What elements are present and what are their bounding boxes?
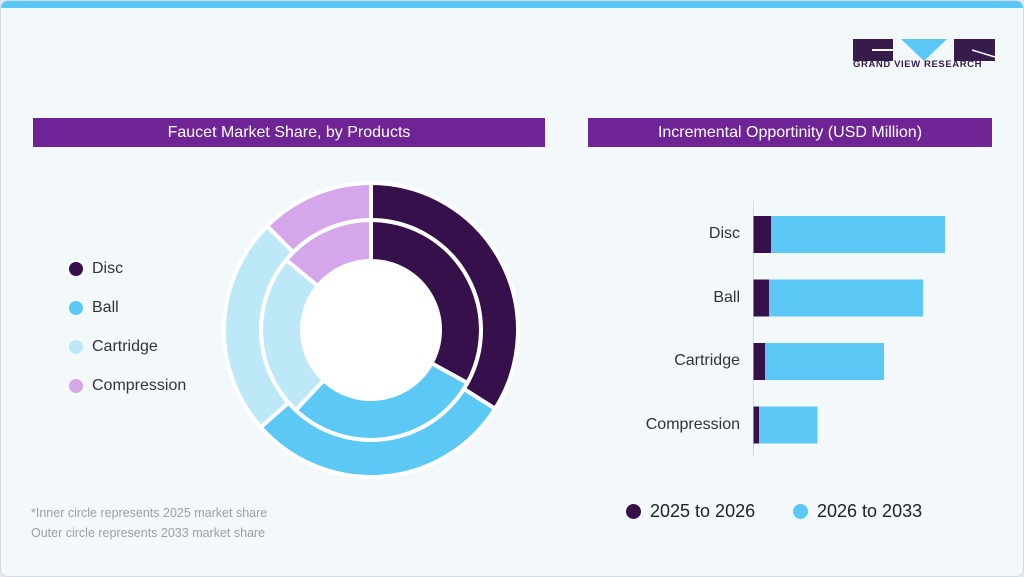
legend-dot: [69, 301, 83, 315]
legend-dot-light: [793, 504, 808, 519]
left-chart-title: Faucet Market Share, by Products: [33, 118, 545, 147]
bar-compression-2025-2026: [753, 406, 759, 444]
legend-2025-2026: 2025 to 2026: [626, 501, 755, 522]
legend-item-disc: Disc: [69, 260, 123, 278]
donut-hole: [304, 263, 438, 397]
gvr-logo: [853, 39, 995, 61]
legend-label: 2025 to 2026: [650, 501, 756, 521]
legend-label: Cartridge: [92, 338, 158, 355]
legend-label: Disc: [92, 260, 124, 277]
bar-disc-2026-2033: [771, 216, 945, 253]
category-label: Ball: [713, 288, 740, 306]
legend-dot: [69, 379, 83, 393]
legend-2026-2033: 2026 to 2033: [793, 501, 922, 522]
category-label: Disc: [708, 225, 740, 242]
bar-ball-2025-2026: [753, 279, 769, 317]
legend-item-cartridge: Cartridge: [69, 338, 158, 356]
brand-name: GRAND VIEW RESEARCH: [853, 59, 983, 70]
category-label: Compression: [645, 415, 740, 433]
legend-label: 2026 to 2033: [817, 501, 923, 521]
legend-dot: [69, 262, 83, 276]
right-chart-title: Incremental Opportinity (USD Million): [588, 118, 992, 147]
bar-cartridge-2026-2033: [765, 343, 884, 380]
bar-ball-2026-2033: [769, 279, 923, 317]
note-inner: *Inner circle represents 2025 market sha…: [31, 506, 268, 520]
legend-dot: [69, 340, 83, 354]
category-label: Cartridge: [674, 352, 740, 369]
note-outer: Outer circle represents 2033 market shar…: [31, 526, 266, 540]
outer-slice-disc: [369, 180, 520, 412]
legend-item-ball: Ball: [69, 299, 119, 317]
legend-label: Compression: [92, 377, 187, 394]
outer-slice-compression: [264, 180, 373, 256]
legend-dot-dark: [626, 504, 641, 519]
top-accent-bar: [1, 1, 1023, 8]
bar-compression-2026-2033: [759, 406, 818, 444]
bar-disc-2025-2026: [753, 216, 771, 253]
legend-label: Ball: [92, 299, 119, 316]
legend-item-compression: Compression: [69, 377, 186, 395]
bar-cartridge-2025-2026: [753, 343, 765, 380]
